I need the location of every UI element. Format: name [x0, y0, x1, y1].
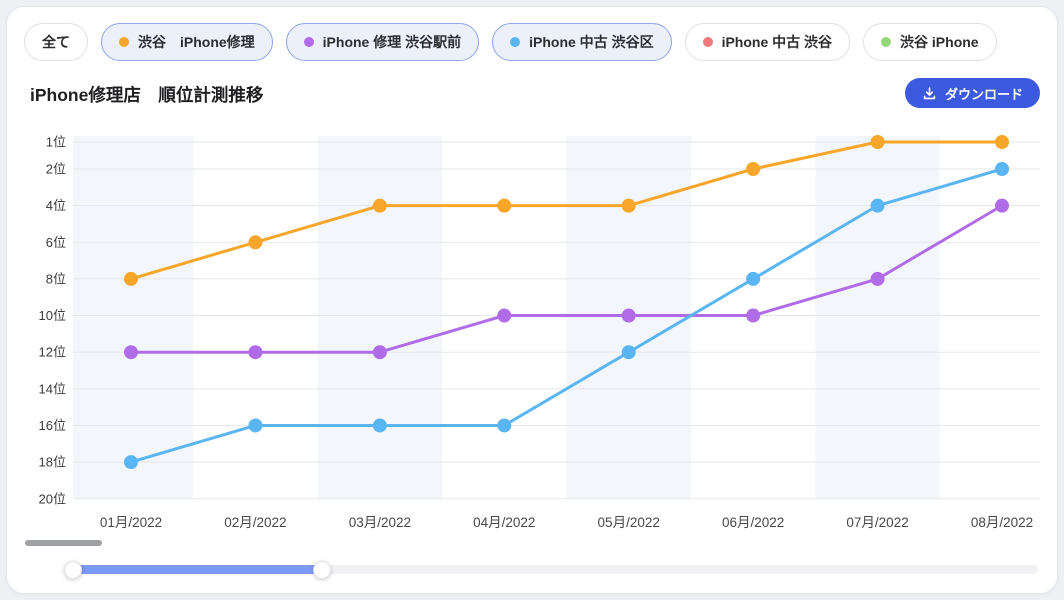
filter-chip-all-label: 全て — [42, 34, 70, 50]
data-point[interactable] — [995, 135, 1009, 149]
filter-chip-label: iPhone 中古 渋谷区 — [529, 34, 654, 50]
data-point[interactable] — [497, 308, 512, 323]
series-color-dot — [303, 37, 314, 47]
download-icon — [922, 86, 937, 101]
filter-chip-1[interactable]: iPhone 修理 渋谷駅前 — [285, 23, 480, 61]
chart-band — [73, 136, 194, 499]
data-point[interactable] — [621, 345, 636, 360]
series-color-dot — [510, 37, 521, 47]
data-point[interactable] — [746, 308, 761, 323]
series-color-dot — [119, 37, 129, 47]
y-tick-label: 8位 — [46, 271, 66, 286]
data-point[interactable] — [372, 418, 387, 433]
data-point[interactable] — [995, 162, 1009, 176]
data-point[interactable] — [621, 198, 636, 213]
data-point[interactable] — [124, 271, 138, 286]
x-tick-label: 06月/2022 — [722, 515, 784, 530]
chart-band — [317, 136, 443, 499]
download-button[interactable]: ダウンロード — [904, 78, 1040, 108]
data-point[interactable] — [248, 345, 263, 360]
y-tick-label: 20位 — [39, 491, 66, 506]
filter-chip-all[interactable]: 全て — [24, 23, 88, 61]
x-tick-label: 04月/2022 — [473, 515, 535, 530]
data-point[interactable] — [248, 235, 263, 250]
chart-band — [815, 136, 940, 499]
data-point[interactable] — [995, 198, 1009, 213]
x-tick-label: 08月/2022 — [971, 515, 1033, 530]
filter-chip-4[interactable]: 渋谷 iPhone — [863, 23, 997, 61]
data-point[interactable] — [497, 198, 512, 213]
y-tick-label: 12位 — [39, 345, 66, 360]
y-tick-label: 10位 — [39, 308, 66, 323]
y-tick-label: 14位 — [39, 381, 66, 396]
series-color-dot — [702, 37, 713, 47]
data-point[interactable] — [621, 308, 636, 323]
filter-chip-2[interactable]: iPhone 中古 渋谷区 — [492, 23, 672, 61]
data-point[interactable] — [870, 271, 885, 286]
x-tick-label: 03月/2022 — [349, 515, 411, 530]
data-point[interactable] — [746, 162, 761, 176]
filter-chip-label: 渋谷 iPhone — [900, 34, 979, 50]
x-tick-label: 01月/2022 — [100, 515, 162, 530]
y-tick-label: 2位 — [46, 162, 66, 177]
data-point[interactable] — [870, 198, 885, 213]
filter-chip-row: 全て 渋谷 iPhone修理 iPhone 修理 渋谷駅前 iPhone 中古 渋谷… — [24, 23, 997, 61]
download-button-label: ダウンロード — [944, 86, 1023, 102]
filter-chip-label: iPhone 中古 渋谷 — [721, 34, 833, 50]
data-point[interactable] — [372, 198, 387, 213]
data-point[interactable] — [124, 345, 138, 360]
data-point[interactable] — [497, 418, 512, 433]
series-line-1 — [129, 204, 1004, 354]
range-slider-handle-right[interactable] — [312, 560, 331, 579]
x-tick-label: 07月/2022 — [846, 515, 908, 530]
filter-chip-label: iPhone 修理 渋谷駅前 — [322, 34, 462, 50]
range-slider-handle-left[interactable] — [64, 560, 82, 579]
data-point[interactable] — [746, 271, 761, 286]
data-point[interactable] — [248, 418, 263, 433]
page-title: iPhone修理店 順位計測推移 — [30, 85, 264, 105]
y-tick-label: 16位 — [39, 418, 66, 433]
y-tick-label: 1位 — [46, 135, 66, 150]
series-line-2 — [129, 167, 1004, 464]
data-point[interactable] — [870, 135, 885, 149]
y-tick-label: 6位 — [46, 235, 66, 250]
series-color-dot — [881, 37, 892, 47]
horizontal-scrollbar-thumb[interactable] — [25, 540, 102, 546]
range-slider-track[interactable] — [64, 560, 1038, 579]
x-tick-label: 02月/2022 — [224, 515, 286, 530]
filter-chip-3[interactable]: iPhone 中古 渋谷 — [684, 23, 851, 61]
filter-chip-label: 渋谷 iPhone修理 — [138, 34, 255, 50]
series-line-0 — [129, 140, 1004, 281]
x-tick-label: 05月/2022 — [598, 515, 660, 530]
filter-chip-0[interactable]: 渋谷 iPhone修理 — [101, 23, 273, 61]
range-slider-fill — [73, 565, 322, 574]
data-point[interactable] — [372, 345, 387, 360]
y-tick-label: 4位 — [46, 198, 66, 213]
data-point[interactable] — [124, 455, 138, 470]
y-tick-label: 18位 — [39, 455, 66, 470]
